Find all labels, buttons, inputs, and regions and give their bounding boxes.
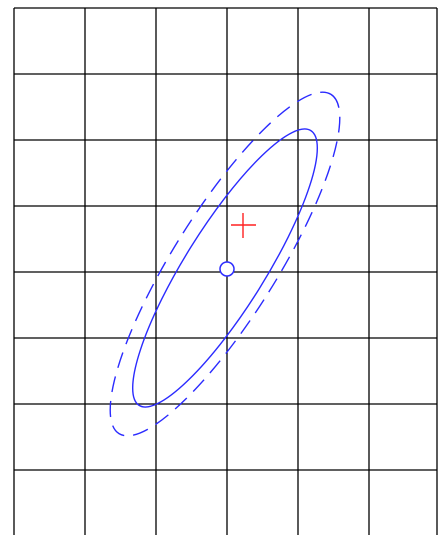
target-cross	[231, 213, 256, 238]
grid	[13, 7, 438, 535]
outer-ellipse	[109, 91, 341, 437]
center-point	[219, 261, 235, 277]
inner-ellipse	[131, 128, 319, 408]
